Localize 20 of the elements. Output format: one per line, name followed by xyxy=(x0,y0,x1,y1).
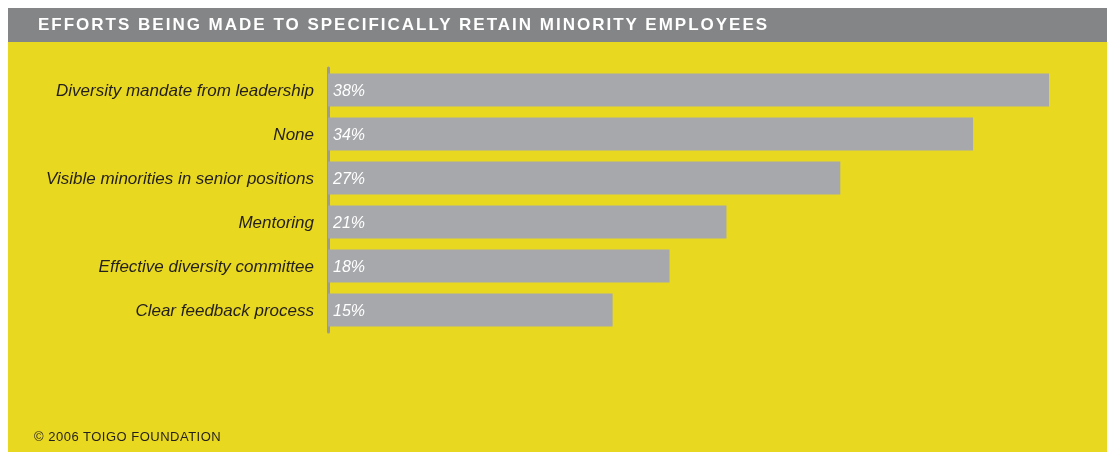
data-label: 15% xyxy=(333,301,366,319)
bar xyxy=(328,249,670,283)
y-tick-label: Effective diversity committee xyxy=(98,256,314,276)
bar xyxy=(328,117,974,151)
y-tick-label: None xyxy=(273,124,314,144)
y-tick-label: Diversity mandate from leadership xyxy=(56,80,314,100)
y-tick-label: Clear feedback process xyxy=(135,300,315,320)
data-label: 27% xyxy=(332,169,366,187)
bar xyxy=(328,161,841,195)
y-tick-label: Visible minorities in senior positions xyxy=(45,168,315,188)
data-label: 21% xyxy=(332,213,366,231)
bar xyxy=(328,73,1049,107)
data-label: 18% xyxy=(333,257,366,275)
bar xyxy=(328,293,613,327)
bar xyxy=(328,205,727,239)
data-label: 34% xyxy=(333,125,366,143)
chart-title: EFFORTS BEING MADE TO SPECIFICALLY RETAIN MINORITY EMPLOYEES xyxy=(8,8,1107,42)
data-label: 38% xyxy=(333,81,366,99)
text: © 2006 TOIGO FOUNDATION xyxy=(34,429,222,444)
y-tick-label: Mentoring xyxy=(238,212,315,232)
